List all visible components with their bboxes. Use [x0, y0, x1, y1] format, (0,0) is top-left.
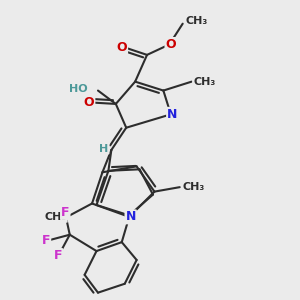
Text: F: F	[54, 249, 62, 262]
Text: CH₃: CH₃	[44, 212, 67, 222]
Text: N: N	[125, 210, 136, 224]
Text: H: H	[99, 143, 109, 154]
Text: HO: HO	[69, 84, 88, 94]
Text: O: O	[84, 96, 94, 109]
Text: CH₃: CH₃	[193, 76, 215, 87]
Text: N: N	[167, 108, 178, 121]
Text: F: F	[61, 206, 70, 219]
Text: F: F	[42, 234, 50, 247]
Text: O: O	[116, 41, 127, 54]
Text: CH₃: CH₃	[186, 16, 208, 26]
Text: CH₃: CH₃	[183, 182, 205, 192]
Text: O: O	[166, 38, 176, 51]
